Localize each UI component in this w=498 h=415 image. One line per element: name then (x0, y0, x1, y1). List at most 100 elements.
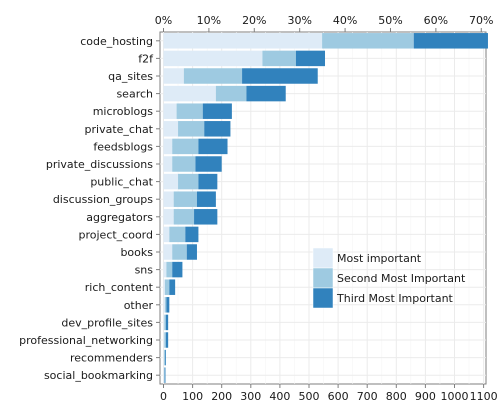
category-label: f2f (138, 52, 154, 65)
bar-search-series-2 (215, 85, 247, 102)
category-label: private_chat (85, 123, 154, 136)
category-label: microblogs (93, 105, 154, 118)
x-tick-label-bottom: 300 (240, 390, 261, 403)
bar-qa_sites-series-3 (242, 68, 318, 84)
legend-key-series-2 (312, 267, 334, 289)
category-label: books (120, 246, 153, 259)
x-tick-label-bottom: 100 (182, 390, 203, 403)
bar-microblogs-series-1 (163, 103, 177, 119)
x-tick-label-top: 0% (155, 14, 172, 27)
x-tick-label-bottom: 700 (357, 390, 378, 403)
category-label: qa_sites (108, 70, 153, 83)
x-tick-label-bottom: 1000 (441, 390, 469, 403)
bar-feedsblogs-series-2 (172, 138, 199, 155)
bar-other-series-2 (164, 297, 167, 313)
bar-aggregators-series-3 (194, 209, 218, 225)
bar-dev_profile_sites-series-3 (165, 314, 169, 331)
x-tick-label-top: 70% (469, 14, 493, 27)
x-tick-label-bottom: 400 (269, 390, 290, 403)
x-tick-label-bottom: 600 (328, 390, 349, 403)
category-label: private_discussions (46, 158, 153, 171)
bar-project_coord-series-2 (169, 226, 186, 243)
x-axis-bottom: 0 100 200 300 400 500 600 700 800 900 1000 1100 (160, 384, 498, 403)
bar-feedsblogs-series-1 (163, 138, 173, 155)
category-label: professional_networking (19, 334, 153, 347)
category-label: other (124, 299, 154, 312)
bar-books-series-3 (186, 244, 197, 260)
x-tick-label-top: 10% (197, 14, 221, 27)
bar-books-series-2 (172, 244, 187, 260)
bar-private_chat-series-3 (204, 121, 231, 137)
bar-books-series-1 (163, 244, 173, 260)
bar-private_chat-series-2 (178, 121, 205, 137)
x-tick-label-top: 50% (378, 14, 402, 27)
bar-professional_networking-series-3 (165, 332, 169, 348)
bar-microblogs-series-2 (176, 103, 203, 119)
x-axis-top: 0% 10% 20% 30% 40% 50% 60% 70% (155, 14, 493, 32)
x-tick-label-bottom: 500 (299, 390, 320, 403)
bar-f2f-series-3 (295, 50, 326, 67)
bar-private_chat-series-1 (163, 121, 179, 137)
bar-private_discussions-series-1 (163, 156, 173, 172)
category-label: discussion_groups (53, 193, 153, 206)
legend-label: Most important (337, 252, 422, 265)
bar-other-series-1 (163, 297, 165, 313)
bar-project_coord-series-3 (185, 226, 199, 243)
bar-private_discussions-series-3 (195, 156, 222, 172)
bar-professional_networking-series-1 (163, 332, 165, 348)
bar-social_bookmarking-series-3 (164, 367, 166, 383)
bar-private_discussions-series-2 (172, 156, 196, 172)
bar-search-series-3 (246, 85, 286, 102)
category-label: sns (135, 264, 154, 277)
bar-code_hosting-series-3 (413, 33, 488, 49)
bar-search-series-1 (163, 85, 216, 102)
bar-recommenders-series-3 (164, 349, 166, 366)
x-tick-label-bottom: 900 (415, 390, 436, 403)
legend: Most important Second Most Important Third… (312, 247, 466, 309)
bar-qa_sites-series-2 (183, 68, 243, 84)
legend-label: Third Most Important (336, 292, 454, 305)
category-label: public_chat (90, 176, 153, 189)
bar-sns-series-3 (172, 261, 183, 278)
category-label: aggregators (86, 211, 153, 224)
legend-label: Second Most Important (337, 272, 466, 285)
category-label: social_bookmarking (44, 369, 153, 382)
category-label: dev_profile_sites (61, 316, 153, 329)
bar-f2f-series-1 (163, 50, 263, 67)
legend-key-series-1 (312, 247, 334, 269)
category-label: feedsblogs (93, 140, 153, 153)
plot-panel (159, 31, 487, 385)
bar-public_chat-series-2 (178, 173, 199, 190)
bar-discussion_groups-series-3 (196, 191, 216, 207)
category-label: recommenders (70, 352, 153, 365)
x-tick-label-top: 30% (287, 14, 311, 27)
x-tick-label-bottom: 800 (386, 390, 407, 403)
bar-social_bookmarking-series-2 (164, 367, 165, 383)
x-tick-label-top: 20% (242, 14, 266, 27)
bar-qa_sites-series-1 (163, 68, 184, 84)
category-label: code_hosting (80, 35, 153, 48)
bar-microblogs-series-3 (202, 103, 232, 119)
bar-sns-series-1 (163, 261, 167, 278)
bar-dev_profile_sites-series-1 (163, 314, 165, 331)
bar-project_coord-series-1 (163, 226, 170, 243)
x-tick-label-top: 40% (333, 14, 357, 27)
bar-public_chat-series-1 (163, 173, 179, 190)
bar-code_hosting-series-1 (163, 33, 323, 49)
x-tick-label-top: 60% (424, 14, 448, 27)
x-tick-label-bottom: 1100 (470, 390, 498, 403)
bar-discussion_groups-series-2 (173, 191, 197, 207)
bar-sns-series-2 (166, 261, 173, 278)
bar-social_bookmarking-series-1 (163, 367, 165, 383)
bar-discussion_groups-series-1 (163, 191, 174, 207)
bar-code_hosting-series-2 (322, 33, 414, 49)
category-label: search (116, 88, 153, 101)
bar-aggregators-series-2 (173, 209, 195, 225)
bar-f2f-series-2 (262, 50, 296, 67)
bar-other-series-3 (166, 297, 170, 313)
bar-recommenders-series-2 (164, 349, 165, 366)
bars (163, 33, 488, 383)
category-label: project_coord (79, 228, 154, 241)
